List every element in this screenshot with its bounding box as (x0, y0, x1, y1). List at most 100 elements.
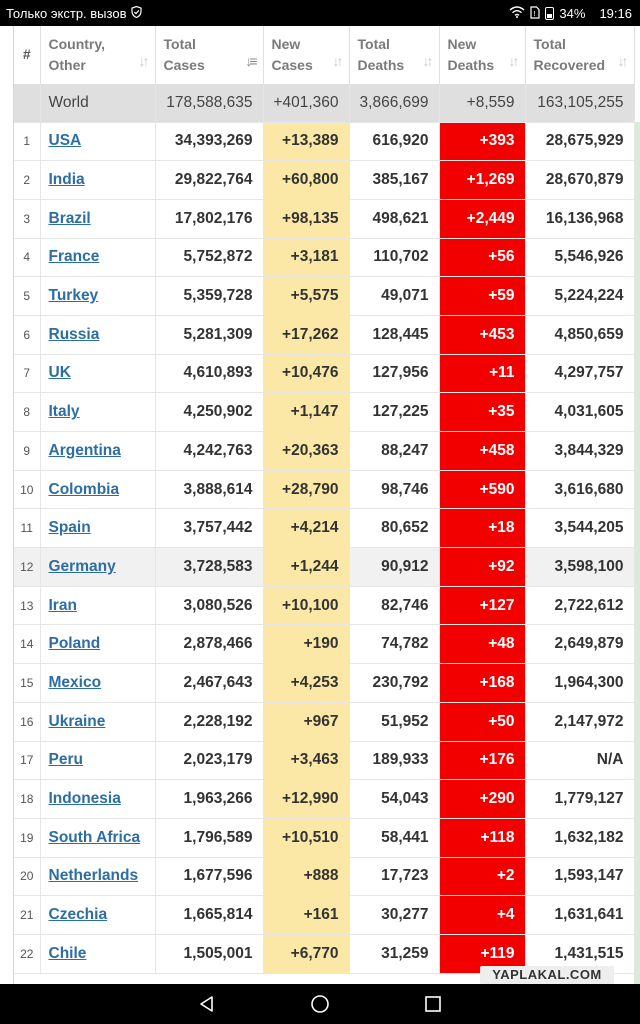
country-link[interactable]: Iran (48, 596, 77, 614)
country-link[interactable]: Italy (48, 403, 80, 421)
sort-desc-icon[interactable]: ↓≡ (245, 52, 257, 69)
header-new-deaths[interactable]: New Deaths ↓↑ (439, 26, 526, 85)
country-link[interactable]: Chile (48, 944, 87, 962)
country-link[interactable]: Peru (48, 751, 83, 769)
country-link[interactable]: Germany (48, 557, 116, 575)
total-recovered-cell: 3,616,680 (525, 470, 635, 510)
header-total-cases[interactable]: Total Cases ↓≡ (155, 26, 264, 85)
total-cases-cell: 3,728,583 (155, 547, 264, 587)
new-deaths-cell: +18 (439, 508, 526, 549)
country-cell: Indonesia (40, 779, 156, 819)
sort-arrows-icon[interactable]: ↓↑ (332, 52, 344, 69)
new-cases-cell: +20,363 (263, 431, 350, 471)
total-deaths-cell: 230,792 (349, 663, 440, 703)
new-deaths-cell: +168 (439, 663, 526, 703)
total-recovered-cell: 2,722,612 (525, 586, 635, 626)
sort-arrows-icon[interactable]: ↓↑ (508, 52, 520, 69)
new-cases-cell: +4,253 (263, 663, 350, 703)
table-row: 13 Iran 3,080,526 +10,100 82,746 +127 2,722,61… (14, 586, 635, 626)
header-total-deaths-line1: Total (357, 35, 390, 52)
table-row: 14 Poland 2,878,466 +190 74,782 +48 2,649,879 (14, 624, 635, 665)
new-cases-cell: +60,800 (263, 160, 350, 200)
new-cases-cell: +10,100 (263, 586, 350, 626)
status-left: Только экстр. вызов (6, 6, 143, 21)
new-deaths-cell: +127 (439, 586, 526, 626)
header-total-cases-line2: Cases (163, 56, 205, 73)
country-link[interactable]: Russia (48, 325, 100, 343)
new-cases-cell: +3,463 (263, 741, 350, 781)
country-cell: Poland (40, 624, 156, 665)
new-cases-cell: +6,770 (263, 934, 350, 974)
country-link[interactable]: Spain (48, 519, 91, 537)
country-cell: Italy (40, 392, 156, 432)
recents-icon[interactable] (413, 984, 453, 1024)
table-header-row: # Country, Other ↓↑ Total Cases ↓≡ New C… (14, 26, 635, 85)
country-link[interactable]: UK (48, 364, 71, 382)
country-link[interactable]: India (48, 171, 85, 189)
back-icon[interactable] (187, 984, 227, 1024)
country-cell: Netherlands (40, 857, 156, 897)
country-link[interactable]: Netherlands (48, 867, 139, 885)
world-row: World 178,588,635 +401,360 3,866,699 +8,… (14, 84, 635, 123)
country-link[interactable]: Poland (48, 635, 101, 653)
new-deaths-cell: +48 (439, 624, 526, 665)
total-cases-cell: 4,610,893 (155, 354, 264, 394)
country-link[interactable]: Mexico (48, 673, 102, 691)
rank-cell: 9 (14, 431, 41, 471)
country-cell: South Africa (40, 818, 156, 858)
new-cases-cell: +98,135 (263, 199, 350, 239)
total-recovered-cell: 28,675,929 (525, 122, 635, 162)
total-cases-cell: 17,802,176 (155, 199, 264, 239)
new-deaths-cell: +1,269 (439, 160, 526, 200)
country-link[interactable]: Indonesia (48, 790, 121, 808)
sort-arrows-icon[interactable]: ↓↑ (617, 52, 629, 69)
country-link[interactable]: Brazil (48, 209, 91, 227)
sort-arrows-icon[interactable]: ↓↑ (422, 52, 434, 69)
sort-arrows-icon[interactable]: ↓↑ (138, 52, 150, 69)
home-icon[interactable] (300, 984, 340, 1024)
total-cases-cell: 5,359,728 (155, 276, 264, 316)
covid-table-viewport[interactable]: # Country, Other ↓↑ Total Cases ↓≡ New C… (0, 26, 640, 984)
country-link[interactable]: Ukraine (48, 712, 106, 730)
rank-cell: 7 (14, 354, 41, 394)
table-row: 4 France 5,752,872 +3,181 110,702 +56 5,546,92… (14, 238, 635, 278)
rank-cell: 8 (14, 392, 41, 432)
new-deaths-cell: +35 (439, 392, 526, 432)
total-deaths-cell: 49,071 (349, 276, 440, 316)
country-link[interactable]: Colombia (48, 480, 120, 498)
new-deaths-cell: +4 (439, 895, 526, 935)
table-row: 8 Italy 4,250,902 +1,147 127,225 +35 4,031,605 (14, 392, 635, 432)
table-row: 19 South Africa 1,796,589 +10,510 58,441 +118… (14, 818, 635, 858)
rank-cell: 21 (14, 895, 41, 935)
new-deaths-cell: +92 (439, 547, 526, 587)
total-recovered-cell: 1,631,641 (525, 895, 635, 935)
new-deaths-cell: +59 (439, 276, 526, 316)
header-country[interactable]: Country, Other ↓↑ (40, 26, 156, 85)
table-row: 22 Chile 1,505,001 +6,770 31,259 +119 1,431,51… (14, 934, 635, 974)
total-deaths-cell: 98,746 (349, 470, 440, 510)
country-link[interactable]: Turkey (48, 287, 99, 305)
header-total-deaths[interactable]: Total Deaths ↓↑ (349, 26, 440, 85)
total-deaths-cell: 74,782 (349, 624, 440, 665)
table-row: 6 Russia 5,281,309 +17,262 128,445 +453 4,850,… (14, 315, 635, 355)
total-recovered-cell: 2,649,879 (525, 624, 635, 665)
svg-text:!: ! (533, 10, 536, 18)
header-rank[interactable]: # (14, 26, 41, 85)
country-link[interactable]: France (48, 248, 100, 266)
total-deaths-cell: 498,621 (349, 199, 440, 239)
watermark-logo: YAPLAKAL.COM (480, 966, 614, 984)
country-link[interactable]: USA (48, 132, 82, 150)
battery-icon (545, 6, 555, 20)
total-deaths-cell: 88,247 (349, 431, 440, 471)
total-deaths-cell: 51,952 (349, 702, 440, 742)
country-link[interactable]: South Africa (48, 828, 141, 846)
header-total-recovered[interactable]: Total Recovered ↓↑ (525, 26, 635, 85)
total-cases-cell: 3,757,442 (155, 508, 264, 549)
rank-cell: 18 (14, 779, 41, 819)
country-link[interactable]: Argentina (48, 441, 121, 459)
new-cases-cell: +13,389 (263, 122, 350, 162)
header-new-cases[interactable]: New Cases ↓↑ (263, 26, 350, 85)
total-deaths-cell: 127,956 (349, 354, 440, 394)
country-link[interactable]: Czechia (48, 906, 108, 924)
total-recovered-cell: 3,598,100 (525, 547, 635, 587)
